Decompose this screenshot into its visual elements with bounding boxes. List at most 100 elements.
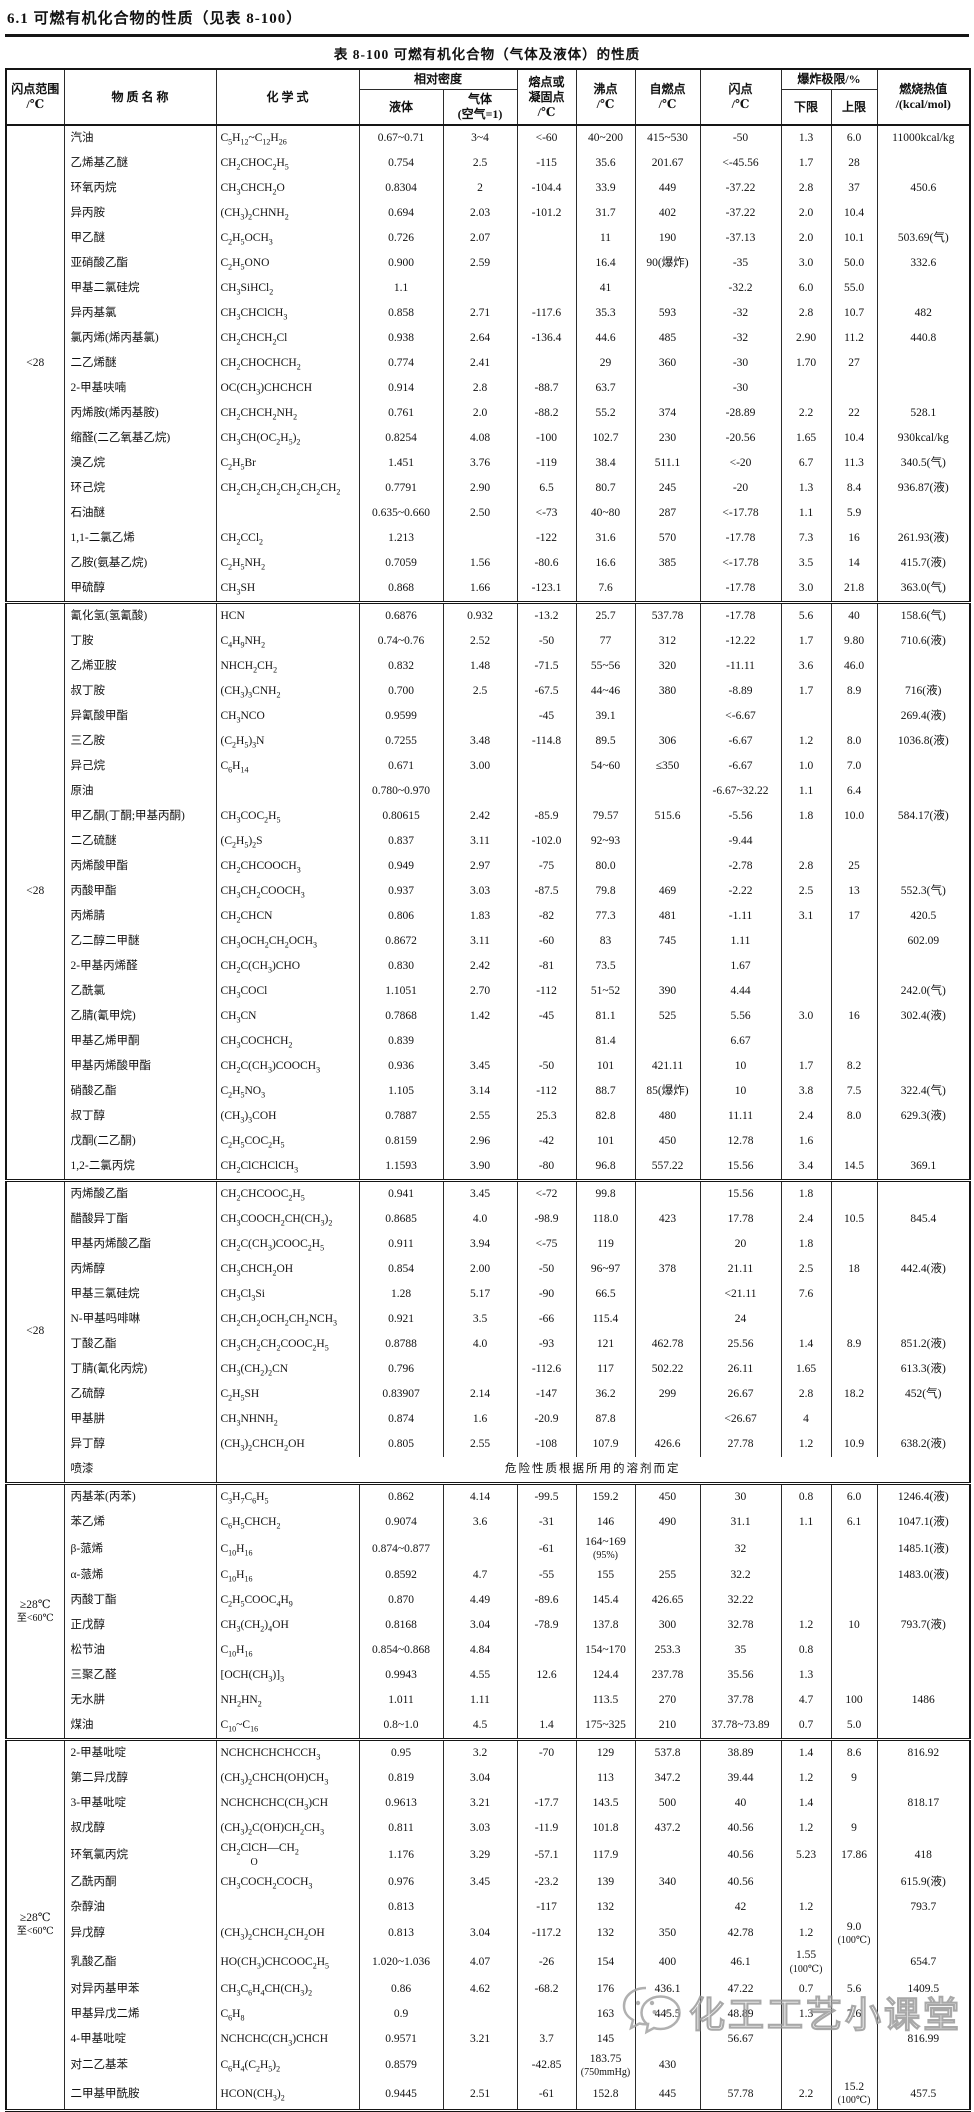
explosion-upper-limit: 17 bbox=[830, 904, 878, 929]
table-row: 丙烯酸甲酯 CH2CHCOOCH3 0.949 2.97 -75 80.0 -2.78 2.8… bbox=[6, 854, 971, 879]
substance-name: 无水肼 bbox=[63, 1688, 217, 1714]
explosion-upper-limit bbox=[830, 1129, 878, 1154]
chemical-formula: CH2CHOCHCH2 bbox=[215, 351, 360, 376]
boiling-point: 107.9 bbox=[575, 1432, 636, 1457]
melting-point: -50 bbox=[516, 1257, 577, 1282]
substance-name: 叔丁胺 bbox=[63, 679, 217, 704]
explosion-upper-limit: 6.0 bbox=[830, 125, 878, 151]
table-row: 丁酸乙酯 CH3CH2CH2COOC2H5 0.8788 4.0 -93 121 462.7… bbox=[6, 1332, 971, 1357]
substance-name: 亚硝酸乙酯 bbox=[63, 251, 217, 276]
chemical-formula: C2H5NH2 bbox=[215, 551, 360, 576]
relative-density-liquid: 0.949 bbox=[358, 854, 444, 879]
substance-name: 1,2-二氯丙烷 bbox=[63, 1154, 217, 1181]
melting-point bbox=[516, 351, 577, 376]
explosion-lower-limit bbox=[780, 829, 832, 854]
melting-point bbox=[516, 276, 577, 301]
relative-density-gas: 1.42 bbox=[442, 1004, 518, 1029]
substance-name: 缩醛(二乙氧基乙烷) bbox=[63, 426, 217, 451]
flash-point: -32 bbox=[699, 326, 782, 351]
boiling-point: 145.4 bbox=[575, 1588, 636, 1614]
flash-point: -17.78 bbox=[699, 526, 782, 551]
explosion-lower-limit: 2.4 bbox=[780, 1104, 832, 1129]
relative-density-liquid: 0.774 bbox=[358, 351, 444, 376]
explosion-upper-limit: 10.0 bbox=[830, 804, 878, 829]
flash-point: 11.11 bbox=[699, 1104, 782, 1129]
explosion-lower-limit: 3.0 bbox=[780, 251, 832, 276]
flash-point: 26.67 bbox=[699, 1382, 782, 1407]
relative-density-gas: 4.55 bbox=[442, 1663, 518, 1689]
melting-point: 12.6 bbox=[516, 1663, 577, 1689]
explosion-upper-limit bbox=[830, 376, 878, 401]
relative-density-gas: 2.03 bbox=[442, 201, 518, 226]
melting-point bbox=[516, 1688, 577, 1714]
autoignition-point: 430 bbox=[634, 2051, 701, 2081]
flash-point: 30 bbox=[699, 1482, 782, 1510]
boiling-point: 101 bbox=[575, 1054, 636, 1079]
relative-density-liquid: 0.830 bbox=[358, 954, 444, 979]
relative-density-gas: 3~4 bbox=[442, 125, 518, 151]
boiling-point: 113 bbox=[575, 1766, 636, 1792]
relative-density-liquid: 0.858 bbox=[358, 301, 444, 326]
combustion-heat bbox=[876, 854, 971, 879]
combustion-heat: 793.7 bbox=[876, 1894, 971, 1920]
relative-density-gas: 2.8 bbox=[442, 376, 518, 401]
combustion-heat bbox=[876, 1282, 971, 1307]
explosion-upper-limit bbox=[830, 704, 878, 729]
melting-point: -68.2 bbox=[516, 1976, 577, 2002]
boiling-point: 44~46 bbox=[575, 679, 636, 704]
explosion-lower-limit: 1.2 bbox=[780, 1816, 832, 1842]
combustion-heat bbox=[876, 151, 971, 176]
relative-density-gas: 3.03 bbox=[442, 879, 518, 904]
relative-density-liquid: 0.862 bbox=[358, 1482, 444, 1510]
substance-name: 松节油 bbox=[63, 1638, 217, 1664]
table-row: 3-甲基吡啶 NCHCHCHC(CH3)CH 0.9613 3.21 -17.7 143.… bbox=[6, 1791, 971, 1817]
substance-name: 异戊醇 bbox=[63, 1919, 217, 1949]
table-row: 甲基丙烯酸甲酯 CH2C(CH3)COOCH3 0.936 3.45 -50 101 421… bbox=[6, 1054, 971, 1079]
relative-density-liquid: 0.761 bbox=[358, 401, 444, 426]
flash-range-group-label: <28 bbox=[5, 125, 65, 603]
explosion-lower-limit: 1.4 bbox=[780, 1738, 832, 1767]
explosion-lower-limit: 1.7 bbox=[780, 629, 832, 654]
melting-point: -78.9 bbox=[516, 1613, 577, 1639]
relative-density-liquid: 0.868 bbox=[358, 576, 444, 603]
combustion-heat: 716(液) bbox=[876, 679, 971, 704]
explosion-lower-limit: 1.2 bbox=[780, 1766, 832, 1792]
melting-point bbox=[516, 1029, 577, 1054]
explosion-lower-limit: 1.2 bbox=[780, 729, 832, 754]
relative-density-liquid: 1.1051 bbox=[358, 979, 444, 1004]
boiling-point: 39.1 bbox=[575, 704, 636, 729]
flash-point: -28.89 bbox=[699, 401, 782, 426]
chemical-formula: CH3COCl bbox=[215, 979, 360, 1004]
melting-point: -112.6 bbox=[516, 1357, 577, 1382]
substance-name: 丙烯醇 bbox=[63, 1257, 217, 1282]
relative-density-gas: 2.55 bbox=[442, 1104, 518, 1129]
chemical-formula: OC(CH3)CHCHCH bbox=[215, 376, 360, 401]
explosion-upper-limit bbox=[830, 1638, 878, 1664]
table-row: 异丙胺 (CH3)2CHNH2 0.694 2.03 -101.2 31.7 402 -37.… bbox=[6, 201, 971, 226]
combustion-heat bbox=[876, 351, 971, 376]
chemical-formula: [OCH(CH3)]3 bbox=[215, 1663, 360, 1689]
table-row: <28 汽油 C5H12~C12H26 0.67~0.71 3~4 <-60 40~200 4… bbox=[5, 125, 971, 603]
table-row: 丙酸丁酯 C2H5COOC4H9 0.870 4.49 -89.6 145.4 426.65… bbox=[6, 1588, 971, 1614]
flash-point: 37.78~73.89 bbox=[699, 1713, 782, 1740]
combustion-heat: 269.4(液) bbox=[876, 704, 971, 729]
chemical-formula: C2H5COC2H5 bbox=[215, 1129, 360, 1154]
explosion-lower-limit: 1.7 bbox=[780, 679, 832, 704]
flash-point: <26.67 bbox=[699, 1407, 782, 1432]
flash-point: 4.44 bbox=[699, 979, 782, 1004]
table-row: 异己烷 C6H14 0.671 3.00 54~60 ≤350 -6.67 1.0 7.0 bbox=[6, 754, 971, 779]
explosion-upper-limit bbox=[830, 1894, 878, 1920]
explosion-lower-limit: 2.0 bbox=[780, 201, 832, 226]
relative-density-gas: 1.56 bbox=[442, 551, 518, 576]
relative-density-liquid: 0.832 bbox=[358, 654, 444, 679]
chemical-formula: CH3COCH2COCH3 bbox=[215, 1869, 360, 1895]
chemical-formula: CH2ClCHClCH3 bbox=[215, 1154, 360, 1181]
relative-density-gas: 3.90 bbox=[442, 1154, 518, 1181]
flash-point: -5.56 bbox=[699, 804, 782, 829]
table-row: 喷漆 危险性质根据所用的溶剂而定 bbox=[6, 1457, 971, 1484]
combustion-heat: 452(气) bbox=[876, 1382, 971, 1407]
substance-name: 甲基丙烯酸甲酯 bbox=[63, 1054, 217, 1079]
header-lower-limit: 下限 bbox=[780, 89, 832, 126]
combustion-heat bbox=[876, 779, 971, 804]
substance-name: 丙酸甲酯 bbox=[63, 879, 217, 904]
